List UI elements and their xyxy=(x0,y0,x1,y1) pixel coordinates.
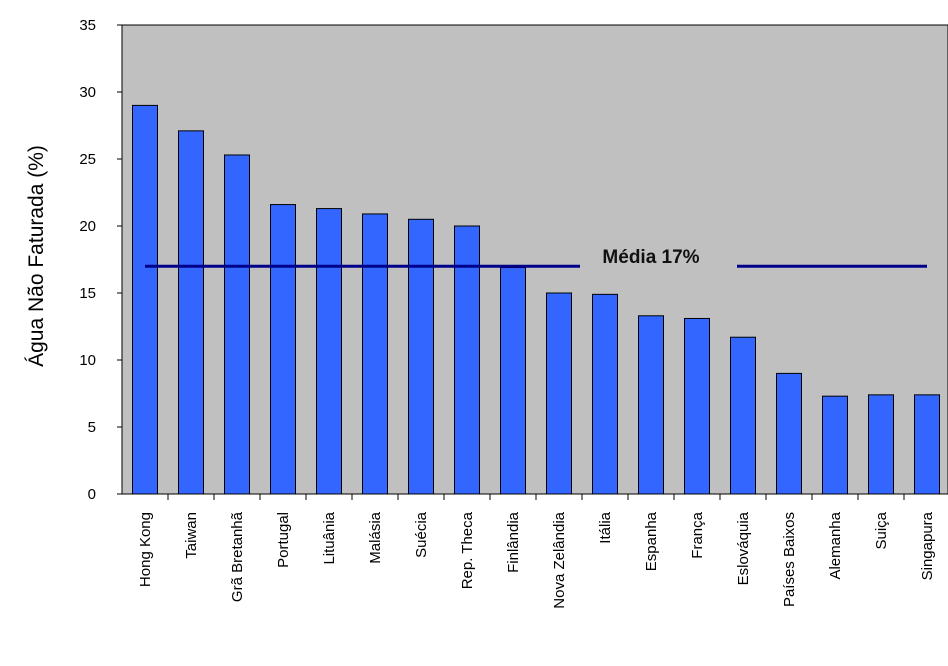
bar xyxy=(868,394,894,495)
bar xyxy=(592,293,618,495)
bar xyxy=(776,372,802,495)
bar xyxy=(408,218,434,495)
bar xyxy=(546,292,572,495)
x-tick-label: Lituânia xyxy=(321,511,338,564)
x-tick-label: Suiça xyxy=(873,511,890,549)
x-tick-label: Rep. Theca xyxy=(459,511,476,589)
x-tick-label: França xyxy=(689,511,706,558)
y-tick-label: 0 xyxy=(88,486,96,503)
y-axis-title: Água Não Faturada (%) xyxy=(25,145,48,367)
x-tick-label: Nova Zelândia xyxy=(551,511,568,608)
bar xyxy=(224,154,250,495)
bar xyxy=(822,395,848,495)
bar xyxy=(178,130,204,495)
bars xyxy=(132,104,940,500)
x-tick-label: Singapura xyxy=(919,511,936,580)
x-tick-label: Finlândia xyxy=(505,511,522,573)
plot-area xyxy=(121,24,948,495)
x-tick-label: Taiwan xyxy=(183,512,200,559)
y-tick-label: 5 xyxy=(88,419,96,436)
y-tick-label: 20 xyxy=(79,218,96,235)
y-tick-label: 30 xyxy=(79,84,96,101)
bar xyxy=(316,208,342,495)
average-line: Média 17% xyxy=(145,247,927,268)
bar xyxy=(684,317,710,495)
x-tick-label: Espanha xyxy=(643,511,660,571)
x-tick-label: Itália xyxy=(597,511,614,543)
bar xyxy=(454,225,480,495)
x-tick-label: Eslováquia xyxy=(735,511,752,585)
y-tick-label: 35 xyxy=(79,17,96,34)
x-axis-labels: Hong Kong Taiwan Grã Bretanhã Portugal Lituâ… xyxy=(137,511,936,608)
x-tick-label: Grã Bretanhã xyxy=(229,511,246,602)
bar xyxy=(270,204,296,495)
y-tick-label: 25 xyxy=(79,151,96,168)
y-axis: 0 5 10 15 20 25 30 35 xyxy=(79,17,122,503)
x-tick-label: Malásia xyxy=(367,511,384,563)
x-tick-label: Alemanha xyxy=(827,511,844,579)
bar xyxy=(500,267,526,495)
bar xyxy=(638,315,664,495)
x-tick-label: Países Baixos xyxy=(781,512,798,607)
x-tick-label: Hong Kong xyxy=(137,512,154,587)
x-tick-label: Portugal xyxy=(275,512,292,568)
bar xyxy=(132,104,158,495)
y-tick-label: 15 xyxy=(79,285,96,302)
average-line-label: Média 17% xyxy=(602,247,699,268)
x-tick-label: Suécia xyxy=(413,511,430,558)
bar xyxy=(730,336,756,495)
y-tick-label: 10 xyxy=(79,352,96,369)
bar xyxy=(914,394,940,495)
bar xyxy=(362,213,388,495)
